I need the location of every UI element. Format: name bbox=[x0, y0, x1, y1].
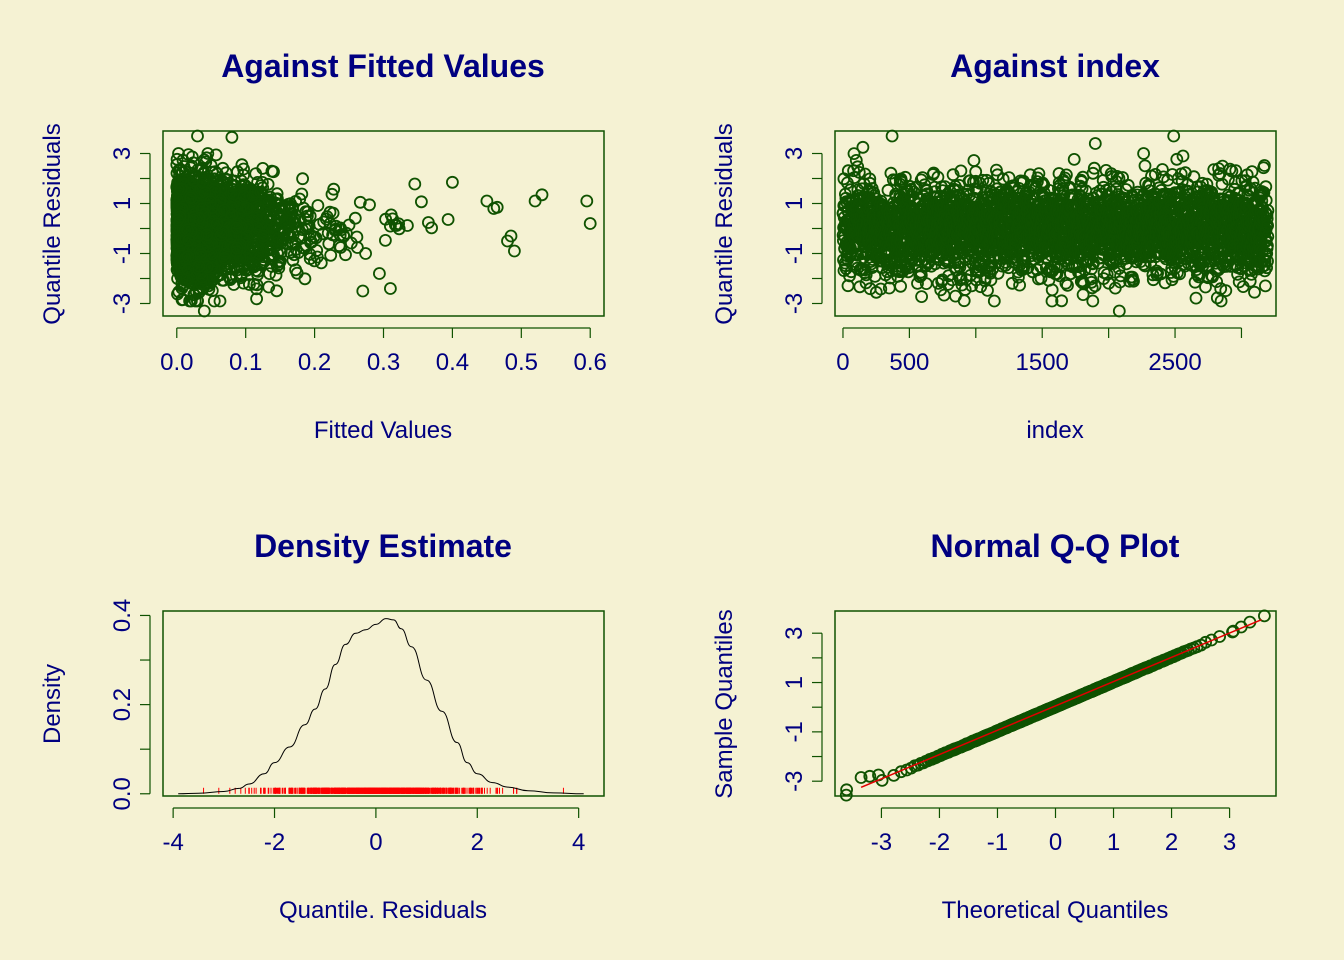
data-point bbox=[353, 195, 367, 209]
panel-against-fitted-values: Against Fitted Values Fitted Values Quan… bbox=[39, 48, 607, 444]
data-point bbox=[272, 261, 286, 275]
chart-title: Against index bbox=[950, 48, 1160, 84]
data-point bbox=[296, 172, 310, 186]
y-tick-label: 3 bbox=[109, 147, 136, 160]
x-axis-label: index bbox=[1026, 417, 1083, 444]
data-point bbox=[327, 182, 341, 196]
x-axis-label: Fitted Values bbox=[314, 417, 452, 444]
data-point bbox=[213, 294, 227, 308]
x-tick-label: 0.0 bbox=[160, 349, 193, 376]
data-point bbox=[348, 211, 362, 225]
data-point bbox=[250, 292, 264, 306]
data-point bbox=[235, 158, 249, 172]
x-tick-label: 0.3 bbox=[367, 349, 400, 376]
data-point bbox=[334, 241, 348, 254]
data-point bbox=[270, 284, 284, 298]
x-tick-label: 0.4 bbox=[436, 349, 469, 376]
data-point bbox=[295, 187, 309, 201]
x-tick-label: 0.2 bbox=[298, 349, 331, 376]
x-tick-label: 0.1 bbox=[229, 349, 262, 376]
data-point bbox=[274, 224, 288, 238]
data-point bbox=[201, 147, 215, 160]
y-axis-label: Quantile Residuals bbox=[711, 123, 738, 324]
data-point bbox=[359, 247, 373, 260]
data-point bbox=[392, 222, 406, 236]
data-point bbox=[209, 148, 223, 162]
y-tick-label: -3 bbox=[109, 293, 136, 314]
data-point bbox=[242, 278, 256, 291]
data-point bbox=[311, 199, 325, 212]
data-point bbox=[372, 267, 386, 280]
y-tick-label: -1 bbox=[109, 243, 136, 264]
data-points bbox=[170, 129, 597, 318]
y-axis-label: Quantile Residuals bbox=[39, 123, 66, 324]
data-point bbox=[400, 219, 414, 232]
x-tick-label: 0.6 bbox=[574, 349, 607, 376]
data-point bbox=[408, 177, 422, 191]
x-tick-label: 0.5 bbox=[505, 349, 538, 376]
y-tick-label: 1 bbox=[109, 197, 136, 210]
data-point bbox=[270, 187, 284, 201]
chart-title: Against Fitted Values bbox=[221, 48, 545, 84]
